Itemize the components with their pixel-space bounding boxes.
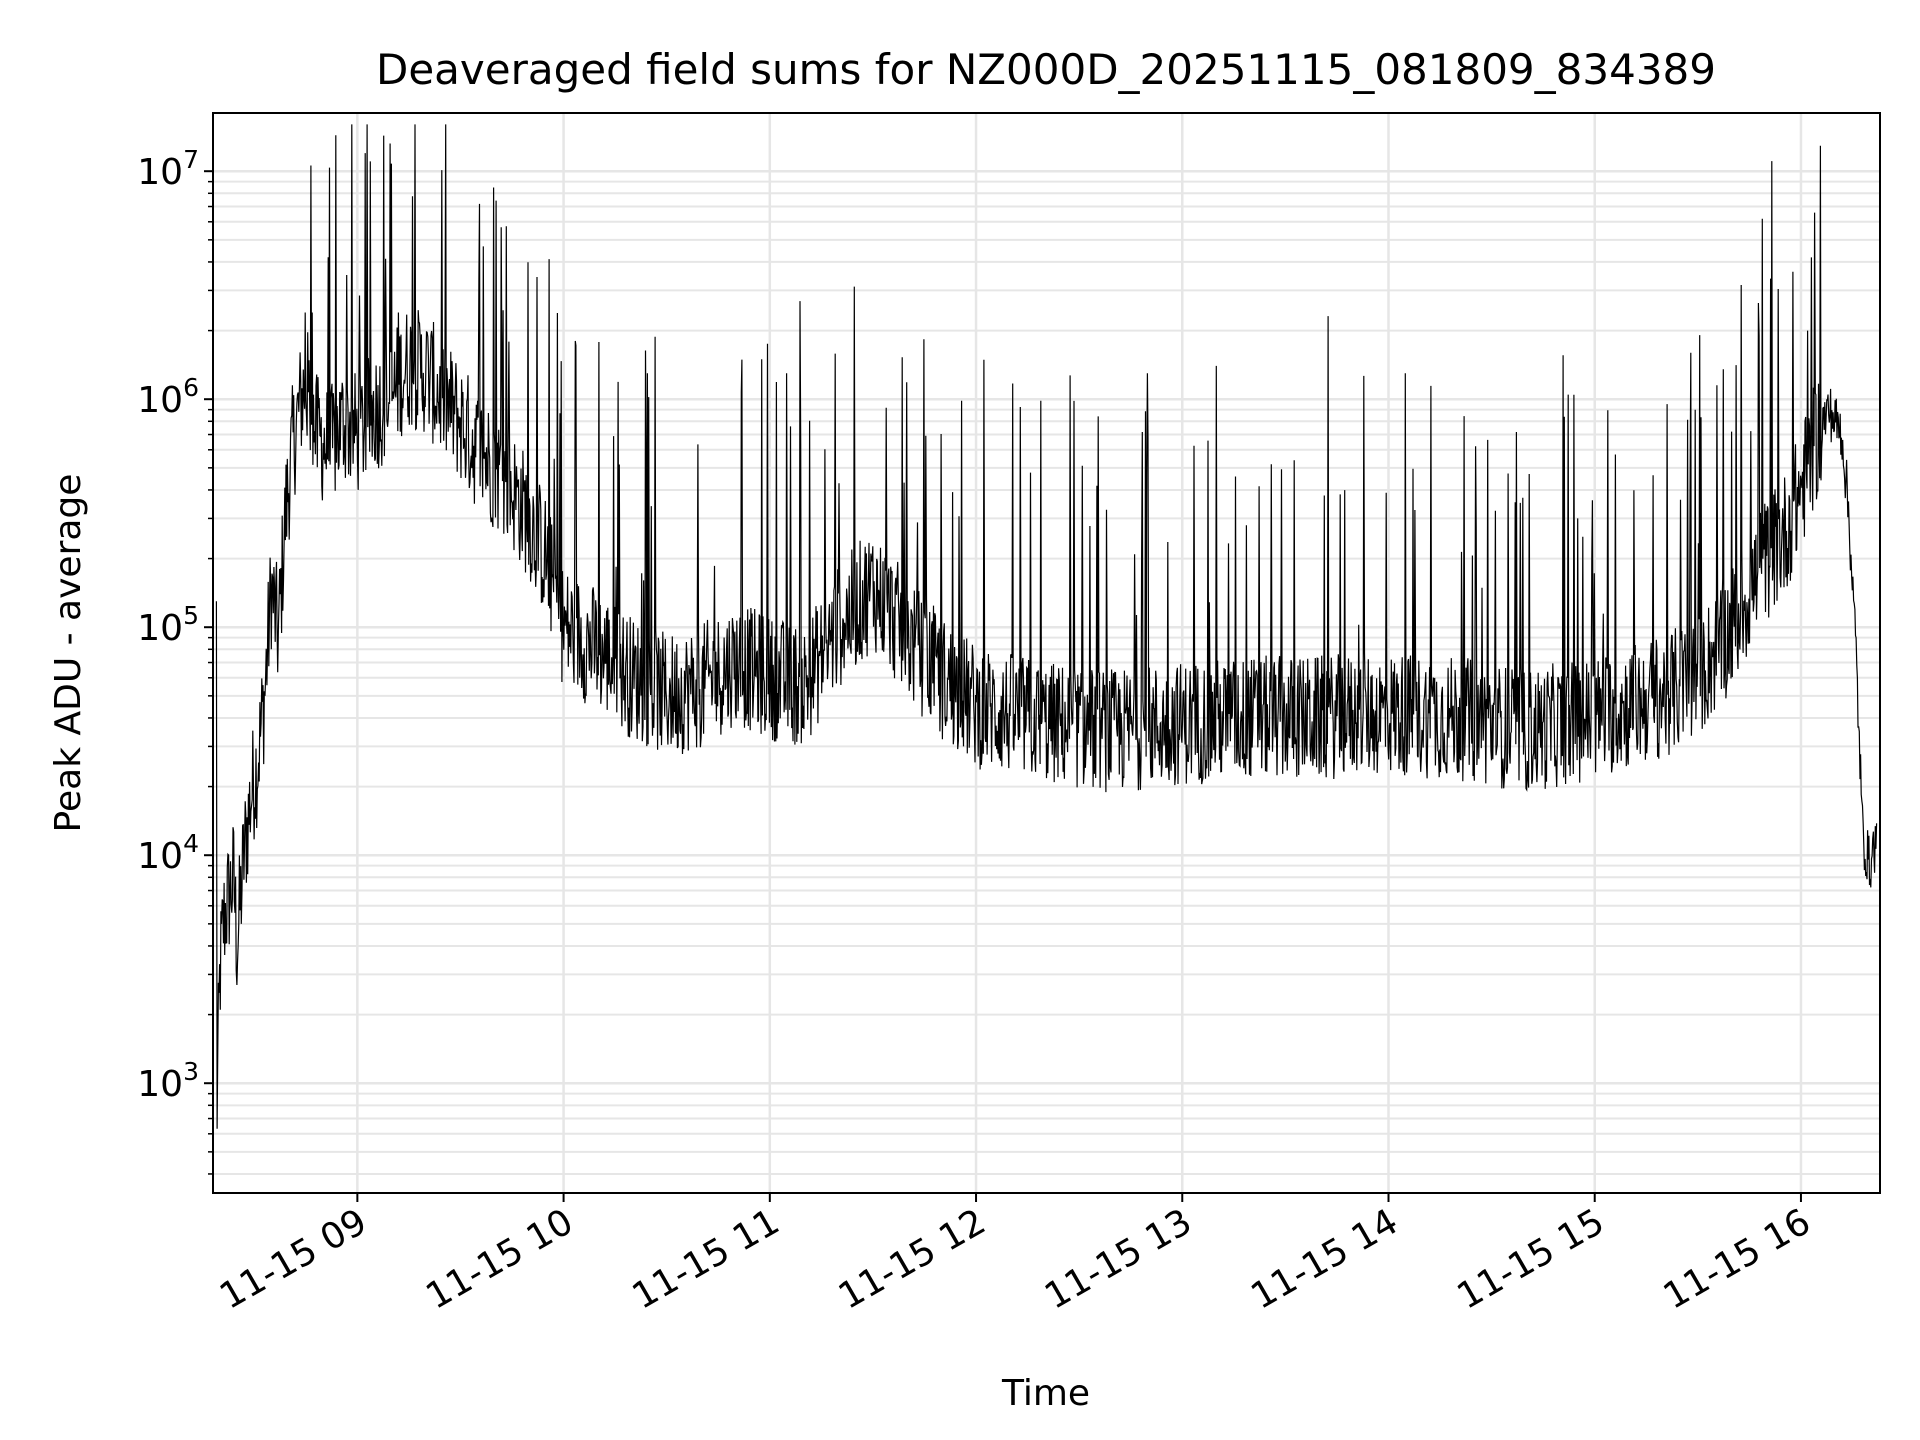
y-axis-ticks: 103 104 105 106 107 <box>137 145 213 1175</box>
y-tick-label: 103 <box>137 1057 199 1105</box>
series-line <box>215 124 1878 1129</box>
major-gridlines <box>213 113 1880 1193</box>
chart-title: Deaveraged field sums for NZ000D_2025111… <box>376 45 1716 94</box>
y-tick-label: 107 <box>137 145 199 193</box>
y-tick-label: 105 <box>137 601 199 649</box>
y-tick-label: 104 <box>137 829 199 877</box>
x-axis-label: Time <box>1001 1373 1090 1414</box>
plot-frame <box>212 112 1881 1194</box>
y-axis-label: Peak ADU - average <box>48 474 89 833</box>
series-layer <box>215 124 1878 1129</box>
y-tick-label: 106 <box>137 373 199 421</box>
